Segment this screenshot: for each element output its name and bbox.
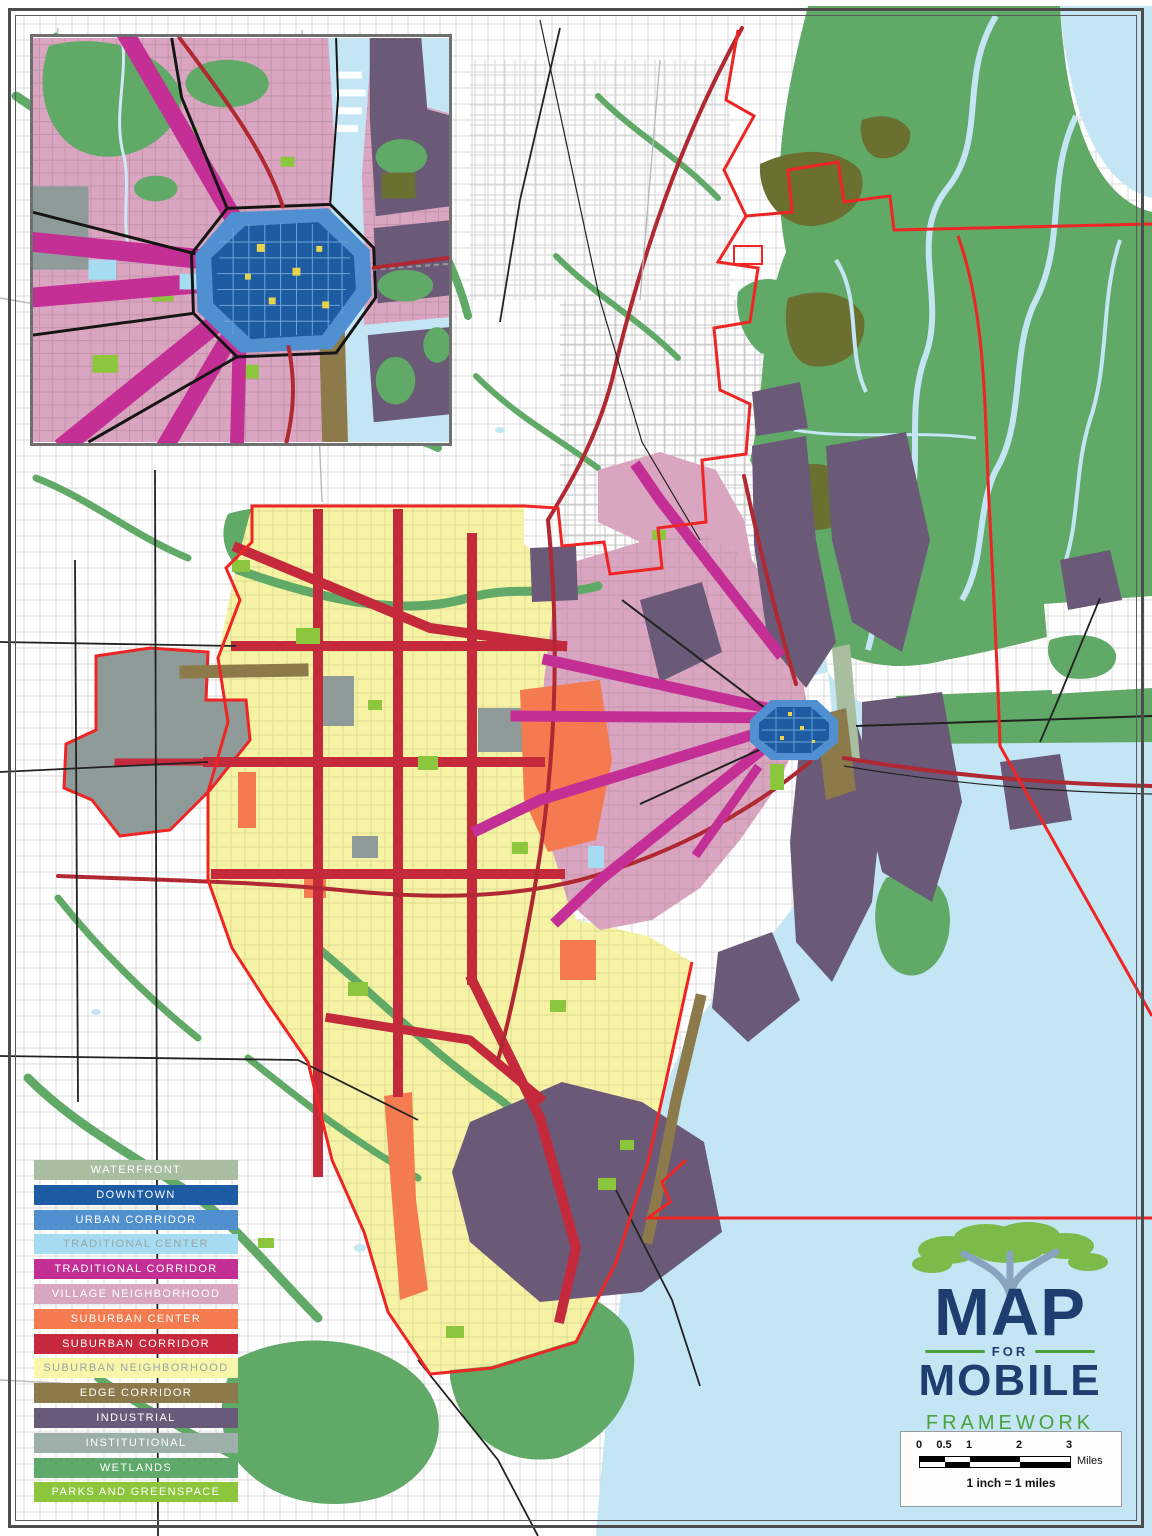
northeast-water <box>1060 6 1152 198</box>
legend-item: SUBURBAN CENTER <box>34 1308 238 1329</box>
inset-downtown <box>189 202 378 359</box>
causeway-strip <box>896 686 1152 744</box>
scale-ticks: 0 0.5 1 2 3 <box>901 1439 1121 1451</box>
scale-tick: 2 <box>1015 1439 1023 1451</box>
legend-label: VILLAGE NEIGHBORHOOD <box>51 1287 221 1300</box>
scale-tick: 0 <box>915 1439 923 1451</box>
legend-label: URBAN CORRIDOR <box>75 1213 197 1226</box>
legend-item: WATERFRONT <box>34 1160 238 1180</box>
scale-unit: Miles <box>1077 1455 1103 1467</box>
scale-note: 1 inch = 1 miles <box>966 1476 1056 1490</box>
logo-for-row: FOR <box>925 1343 1096 1359</box>
legend-label: PARKS AND GREENSPACE <box>51 1486 221 1499</box>
scale-tick: 1 <box>965 1439 973 1451</box>
downtown-inset-map <box>30 34 452 446</box>
scale-bar-graphic <box>919 1456 1071 1468</box>
edge-corridor-west <box>179 663 309 679</box>
legend-item: VILLAGE NEIGHBORHOOD <box>34 1283 238 1304</box>
legend-item: EDGE CORRIDOR <box>34 1383 238 1404</box>
village-neighborhood-north <box>598 452 752 560</box>
legend-item: TRADITIONAL CENTER <box>34 1234 238 1255</box>
bayway-highway <box>842 756 1152 788</box>
logo-for-word: FOR <box>991 1343 1029 1359</box>
legend-item: INSTITUTIONAL <box>34 1432 238 1453</box>
legend-item: TRADITIONAL CORRIDOR <box>34 1259 238 1280</box>
legend-label: INDUSTRIAL <box>96 1411 176 1424</box>
institutional-airport-region <box>62 646 252 838</box>
legend-item: SUBURBAN NEIGHBORHOOD <box>34 1358 238 1379</box>
legend-item: SUBURBAN CORRIDOR <box>34 1333 238 1354</box>
legend-label: SUBURBAN CORRIDOR <box>62 1337 210 1350</box>
legend-label: SUBURBAN CENTER <box>70 1312 202 1325</box>
legend-item: PARKS AND GREENSPACE <box>34 1482 238 1503</box>
scale-tick: 0.5 <box>936 1439 952 1451</box>
legend: WATERFRONT DOWNTOWN URBAN CORRIDOR TRADI… <box>34 1160 238 1507</box>
legend-item: INDUSTRIAL <box>34 1407 238 1428</box>
legend-label: SUBURBAN NEIGHBORHOOD <box>43 1362 229 1375</box>
city-boundary <box>206 29 1152 1376</box>
mobile-bay <box>596 672 1152 1536</box>
tree-icon <box>912 1222 1108 1300</box>
legend-label: INSTITUTIONAL <box>85 1436 187 1449</box>
legend-label: WETLANDS <box>99 1461 173 1474</box>
scale-tick: 3 <box>1065 1439 1073 1451</box>
scale-bar: 0 0.5 1 2 3 Miles 1 inch = 1 miles <box>900 1431 1122 1507</box>
legend-item: DOWNTOWN <box>34 1184 238 1205</box>
logo-mobile-word: MOBILE <box>918 1355 1102 1405</box>
roads <box>0 19 1152 1536</box>
inset-roads <box>33 37 449 443</box>
legend-label: WATERFRONT <box>90 1164 182 1176</box>
legend-label: TRADITIONAL CORRIDOR <box>54 1263 218 1276</box>
logo-framework-line: FRAMEWORK <box>925 1411 1095 1434</box>
legend-label: DOWNTOWN <box>96 1188 176 1201</box>
parks <box>232 530 784 1338</box>
legend-label: EDGE CORRIDOR <box>79 1387 193 1400</box>
downtown-octagon <box>750 700 838 760</box>
legend-label: TRADITIONAL CENTER <box>63 1238 209 1251</box>
inset-highways <box>177 37 449 443</box>
legend-item: URBAN CORRIDOR <box>34 1209 238 1230</box>
map-for-mobile-logo: MAP FOR MOBILE FRAMEWORK FOR GROWTH <box>893 1222 1127 1461</box>
legend-item: WETLANDS <box>34 1457 238 1478</box>
logo-map-word: MAP <box>934 1275 1086 1350</box>
corridors <box>56 26 812 1324</box>
framework-regions <box>62 382 1122 1372</box>
